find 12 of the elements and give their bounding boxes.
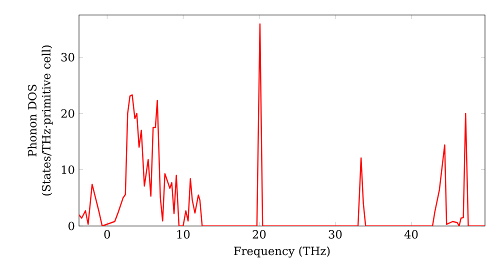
line-series [79,23,485,226]
x-tick-label: 30 [328,230,342,239]
y-tick-label: 30 [61,52,74,62]
x-tick-label: 20 [252,230,266,239]
x-tick-label: 0 [104,230,110,239]
x-tick-label: 10 [177,230,190,239]
y-tick-label: 10 [62,165,74,174]
y-tick-label: 0 [68,222,74,230]
y-tick-label: 20 [61,109,74,118]
x-tick-label: 40 [404,230,418,239]
y-axis-title: Phonon DOS (States/THz·primitive cell) [28,45,53,196]
x-axis-title: Frequency (THz) [234,246,330,258]
